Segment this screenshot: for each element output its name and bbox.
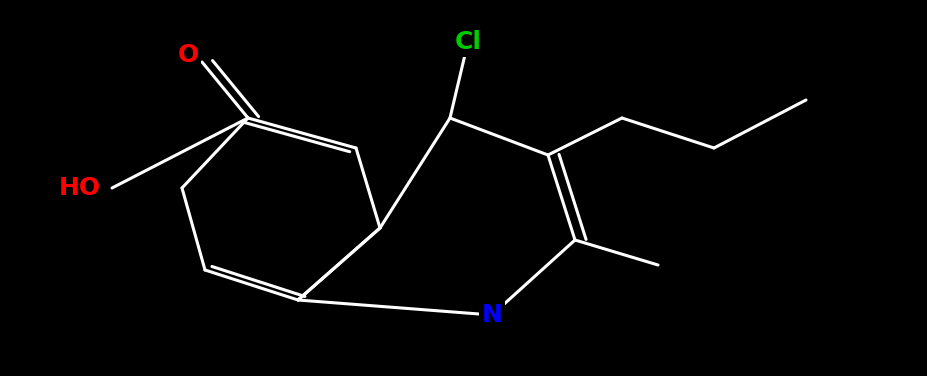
Text: Cl: Cl	[454, 30, 481, 54]
Text: N: N	[481, 303, 502, 327]
Text: HO: HO	[59, 176, 101, 200]
Text: O: O	[177, 43, 198, 67]
